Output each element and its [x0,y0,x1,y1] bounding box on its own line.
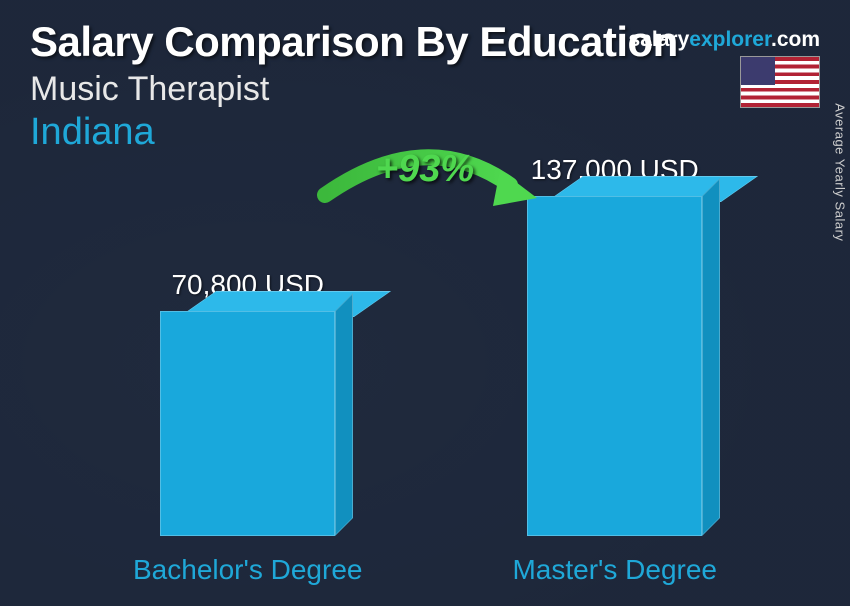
increase-percent: +93% [325,148,525,191]
brand-part2: explorer [689,28,771,51]
flag-icon [740,56,820,108]
bar-side [702,178,720,536]
bar-label: Bachelor's Degree [133,554,362,586]
bar-front [160,311,335,536]
brand-logo: salaryexplorer.com [629,28,820,52]
increase-indicator: +93% [325,148,525,228]
brand-part3: .com [771,28,820,51]
bar-side [335,293,353,536]
bar-front [527,196,702,536]
chart-subtitle: Music Therapist [30,70,820,109]
brand-part1: salary [629,28,690,51]
bar-label: Master's Degree [512,554,717,586]
bar-bachelors: 70,800 USD Bachelor's Degree [133,269,362,586]
